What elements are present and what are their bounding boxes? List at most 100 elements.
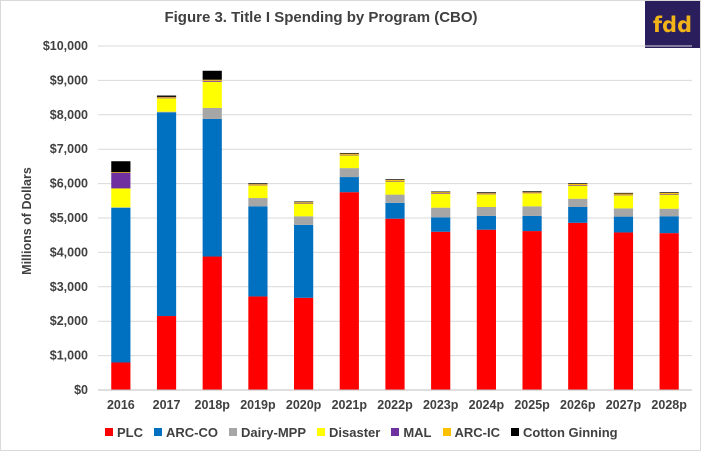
legend-label: Disaster [329, 424, 381, 440]
x-tick-label: 2027p [606, 398, 642, 412]
y-tick-label: $0 [74, 383, 88, 397]
bar-segment-cotton-ginning [476, 192, 496, 193]
chart-title: Figure 3. Title I Spending by Program (C… [164, 9, 478, 26]
bar-segment-dairy-mpp [339, 168, 359, 178]
bar-segment-disaster [431, 193, 451, 208]
bar-segment-plc [385, 218, 405, 390]
bar-segment-disaster [385, 181, 405, 195]
x-tick-label: 2020p [286, 398, 322, 412]
bar-segment-cotton-ginning [659, 192, 679, 193]
bar-segment-mal [476, 193, 496, 195]
x-axis-ticks: 2016 2017 2018p 2019p 2020p 2021p 2022p 2023p 20… [107, 398, 687, 412]
bar-segment-plc [659, 233, 679, 390]
bar-segment-disaster [568, 185, 588, 199]
y-tick-label: $1,000 [50, 349, 88, 363]
legend-label: MAL [403, 424, 432, 440]
bar-segment-dairy-mpp [568, 198, 588, 207]
legend-item: PLC [105, 425, 143, 440]
bar-segment-arc-ic [248, 183, 268, 185]
bar-segment-arc-co [339, 177, 359, 193]
bar-segment-arc-co [385, 202, 405, 219]
bar-segment-arc-co [294, 224, 314, 298]
bar-segment-arc-co [659, 216, 679, 234]
bar-segment-plc [202, 256, 222, 390]
legend-swatch [391, 428, 400, 436]
bar-segment-arc-ic [339, 153, 359, 155]
bar-segment-mal [659, 193, 679, 195]
bar-segment-cotton-ginning [522, 191, 542, 192]
x-tick-label: 2022p [377, 398, 413, 412]
legend-swatch [229, 428, 237, 436]
bar-segment-plc [476, 229, 496, 390]
x-tick-label: 2019p [240, 398, 276, 412]
bar-segment-disaster [294, 203, 314, 217]
legend-label: PLC [117, 424, 143, 440]
bar-segment-arc-ic [568, 183, 588, 185]
bar-segment-disaster [522, 193, 542, 207]
x-tick-label: 2018p [195, 398, 231, 412]
x-tick-label: 2016 [107, 398, 135, 412]
bar-segment-arc-ic [111, 172, 131, 173]
bar-segment-mal [431, 193, 451, 194]
bar-segment-cotton-ginning [339, 152, 359, 154]
y-tick-label: $5,000 [50, 211, 88, 225]
bar-segment-cotton-ginning [385, 179, 405, 180]
bar-segment-mal [294, 202, 314, 204]
bar-segment-plc [111, 362, 131, 390]
x-tick-label: 2023p [423, 398, 459, 412]
y-axis-ticks: $0 $1,000 $2,000 $3,000 $4,000 $5,000 $6,000 $7… [43, 39, 88, 397]
bar-segment-plc [431, 231, 451, 390]
bar-segment-plc [339, 192, 359, 390]
bar-segment-cotton-ginning [431, 191, 451, 193]
y-tick-label: $2,000 [50, 314, 88, 328]
x-tick-label: 2024p [469, 398, 505, 412]
bar-segment-mal [385, 180, 405, 182]
legend-item: Cotton Ginning [511, 425, 618, 440]
bar-segment-mal [522, 192, 542, 194]
legend-item: Disaster [317, 425, 380, 440]
bar-segment-plc [613, 232, 634, 390]
bar-segment-arc-ic [294, 202, 314, 203]
bar-segment-arc-ic [156, 96, 177, 98]
bar-segment-dairy-mpp [156, 111, 177, 113]
bar-segment-dairy-mpp [385, 194, 405, 203]
y-tick-label: $3,000 [50, 280, 88, 294]
bar-segment-disaster [111, 188, 131, 208]
bar-segment-cotton-ginning [568, 183, 588, 184]
legend-swatch [105, 428, 113, 436]
bar-segment-dairy-mpp [613, 208, 634, 217]
bar-segment-cotton-ginning [156, 95, 177, 97]
bar-segment-arc-ic [659, 192, 679, 194]
bar-segment-mal [248, 184, 268, 186]
x-tick-label: 2017 [153, 398, 181, 412]
bar-segment-mal [613, 194, 634, 196]
bar-segment-plc [294, 297, 314, 390]
bar-segment-dairy-mpp [248, 198, 268, 207]
legend-swatch [317, 428, 326, 436]
y-tick-label: $8,000 [50, 108, 88, 122]
x-tick-label: 2025p [514, 398, 550, 412]
bar-segment-arc-ic [385, 179, 405, 181]
legend-swatch [154, 428, 162, 436]
legend-label: Cotton Ginning [523, 424, 618, 440]
bar-segment-mal [156, 97, 177, 99]
x-tick-label: 2028p [651, 398, 687, 412]
y-tick-label: $7,000 [50, 142, 88, 156]
bar-segment-disaster [476, 194, 496, 207]
legend-item: MAL [391, 424, 432, 440]
bar-segment-dairy-mpp [202, 107, 222, 119]
bar-segment-disaster [202, 81, 222, 108]
bar-segment-disaster [156, 98, 177, 112]
bar-segment-cotton-ginning [613, 192, 634, 194]
bar-segment-arc-co [202, 118, 222, 257]
bar-segment-mal [202, 80, 222, 82]
bar-segment-arc-ic [613, 193, 634, 195]
bar-segment-arc-ic [202, 79, 222, 81]
x-tick-label: 2026p [560, 398, 596, 412]
bar-segment-arc-co [568, 206, 588, 223]
fdd-logo: fdd [645, 1, 700, 48]
bar-segment-arc-co [248, 206, 268, 297]
bars [111, 70, 679, 390]
bar-segment-dairy-mpp [476, 206, 496, 216]
bar-segment-arc-ic [522, 191, 542, 193]
